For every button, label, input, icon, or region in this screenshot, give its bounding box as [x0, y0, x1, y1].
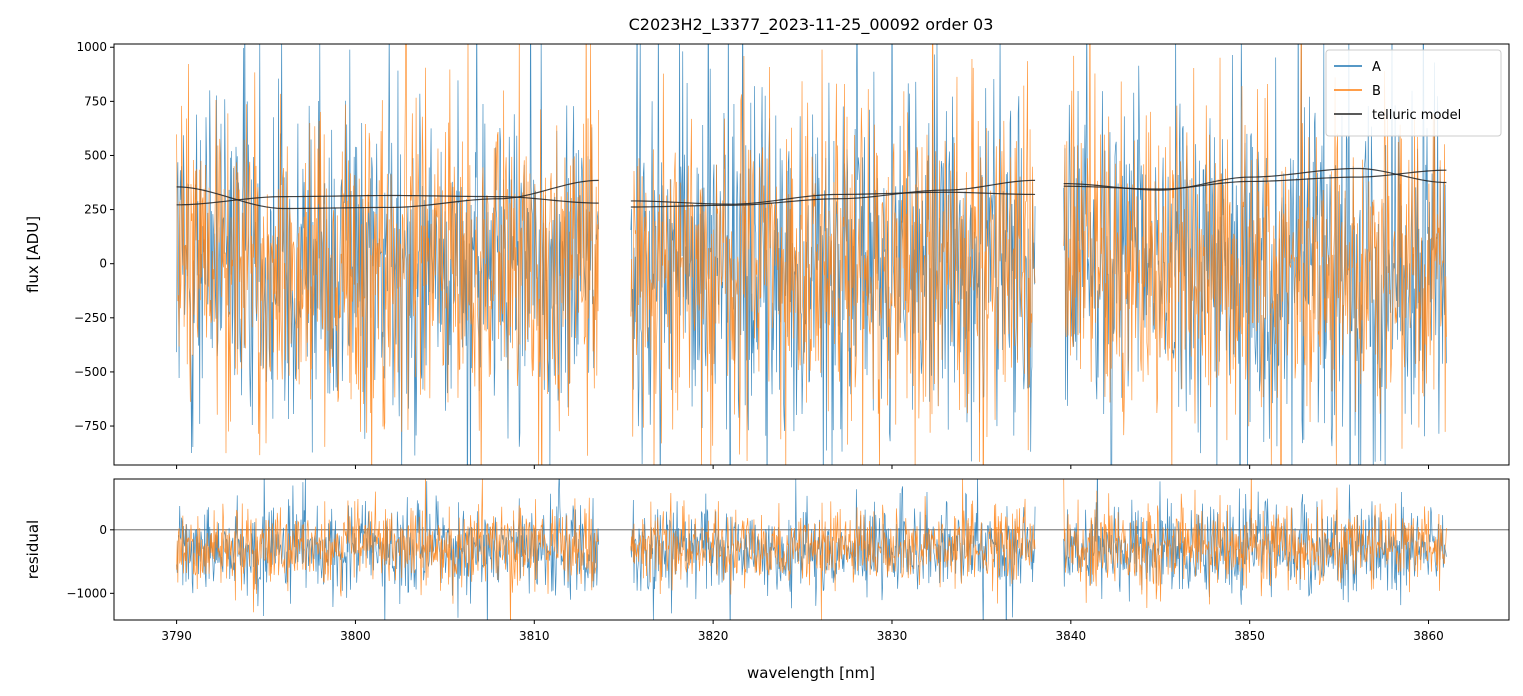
- flux-y-tick-label-7: 1000: [76, 40, 107, 54]
- legend-box: [1325, 49, 1502, 137]
- residual-series-B-segment-1: [630, 479, 1036, 620]
- flux-series-B-segment-2: [1063, 44, 1447, 465]
- flux-y-tick-label-3: 0: [99, 257, 107, 271]
- residual-frame: [113, 478, 1510, 621]
- residual-panel: −1000 0 3790 3800 3810 3820 3830 3840 3850 3860 re…: [24, 478, 1510, 643]
- x-tick-label-1: 3800: [340, 629, 371, 643]
- flux-y-tick-label-2: −250: [74, 311, 107, 325]
- flux-series-B-segment-0: [176, 44, 600, 465]
- legend-label-0: A: [1372, 60, 1381, 75]
- residual-y-axis-label: residual: [24, 520, 42, 579]
- x-tick-label-6: 3850: [1234, 629, 1265, 643]
- flux-frame: [113, 43, 1510, 466]
- telluric-model-segment-1-curve_2: [630, 179, 1036, 208]
- residual-y-tick-label-1: 0: [99, 523, 107, 537]
- telluric-model-segment-0-curve_2: [176, 194, 599, 206]
- residual-series-B-segment-0: [176, 479, 599, 620]
- x-tick-label-7: 3860: [1413, 629, 1444, 643]
- flux-panel: −750 −500 −250 0 250 500 750 1000 flux [ADU]: [24, 40, 1510, 469]
- x-tick-label-3: 3820: [698, 629, 729, 643]
- residual-plot-area: [114, 479, 1509, 620]
- flux-series-B-segment-1: [630, 44, 1036, 465]
- telluric-model-segment-0-curve_1: [176, 179, 599, 210]
- telluric-model-segment-1-curve_1: [630, 191, 1036, 205]
- x-tick-label-2: 3810: [519, 629, 550, 643]
- flux-y-tick-label-5: 500: [84, 148, 107, 162]
- flux-y-tick-label-0: −750: [74, 419, 107, 433]
- x-tick-label-4: 3830: [877, 629, 908, 643]
- flux-y-tick-label-1: −500: [74, 365, 107, 379]
- chart-title: C2023H2_L3377_2023-11-25_00092 order 03: [629, 15, 994, 35]
- flux-y-axis-label: flux [ADU]: [24, 216, 42, 293]
- x-tick-label-5: 3840: [1056, 629, 1087, 643]
- flux-y-tick-label-6: 750: [84, 94, 107, 108]
- flux-plot-area: [176, 44, 1447, 465]
- legend-label-2: telluric model: [1372, 108, 1461, 123]
- residual-series-A-segment-2: [1063, 479, 1447, 606]
- residual-y-tick-label-0: −1000: [66, 586, 107, 600]
- telluric-model-segment-2-curve_2: [1063, 169, 1447, 190]
- x-tick-label-0: 3790: [161, 629, 192, 643]
- x-axis-label: wavelength [nm]: [747, 664, 875, 682]
- residual-series-B-segment-2: [1063, 479, 1447, 609]
- legend-label-1: B: [1372, 84, 1381, 99]
- flux-y-tick-label-4: 250: [84, 203, 107, 217]
